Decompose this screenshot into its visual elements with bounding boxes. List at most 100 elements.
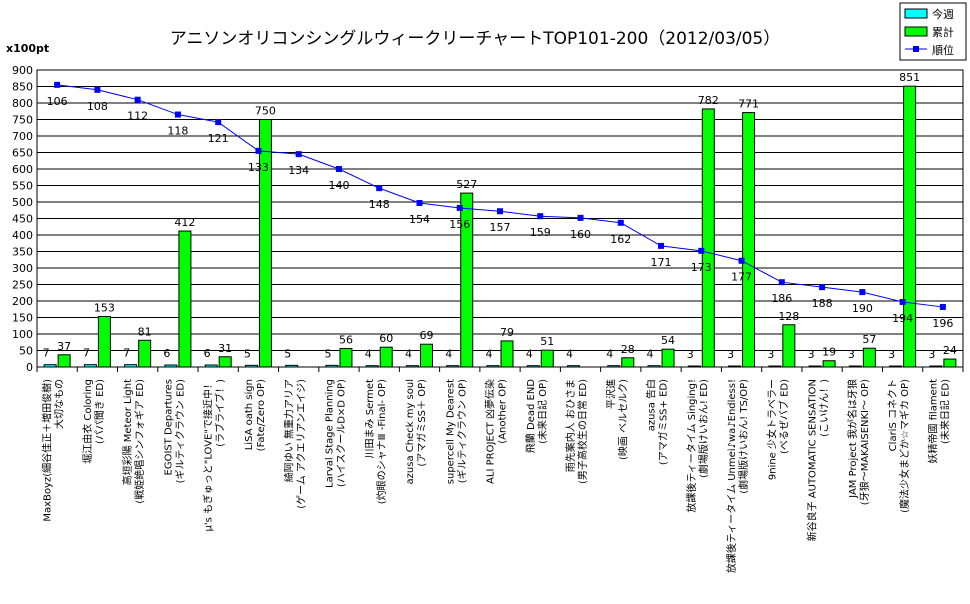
data-label-rank: 188 [812, 297, 833, 310]
legend-label-cumulative: 累計 [932, 25, 954, 39]
x-category-label: LiSA oath sign(Fate/Zero OP) [244, 379, 267, 451]
data-label-this-week: 3 [767, 348, 774, 361]
y-tick-label: 200 [12, 295, 33, 308]
x-category-label: 川田まみ Sermet(灼眼のシャナⅢ -Final- OP) [364, 379, 388, 504]
data-label-cumulative: 81 [138, 325, 152, 338]
y-tick-label: 450 [12, 213, 33, 226]
bar-cumulative [339, 348, 353, 368]
y-tick-label: 350 [12, 246, 33, 259]
data-label-cumulative: 54 [661, 334, 675, 347]
data-label-rank: 157 [490, 221, 511, 234]
y-axis-unit-label: x100pt [6, 42, 49, 55]
x-category-label: 放課後ティータイム Singing!(劇場版けいおん! ED) [685, 379, 710, 513]
legend-swatch-this-week [904, 8, 928, 19]
data-label-rank: 177 [731, 271, 752, 284]
bar-cumulative [903, 85, 917, 368]
bar-cumulative [178, 230, 192, 368]
data-label-cumulative: 79 [500, 326, 514, 339]
data-label-this-week: 4 [445, 348, 452, 361]
plot-area: 0 50 100 150 200 250 300 350 400 450 500 550 600 650 7… [12, 64, 964, 573]
legend-marker-rank [913, 46, 919, 52]
rank-point [859, 289, 866, 296]
data-label-cumulative: 37 [57, 340, 71, 353]
data-label-rank: 190 [852, 302, 873, 315]
data-label-cumulative: 412 [174, 216, 195, 229]
plot-frame [36, 69, 964, 368]
data-label-cumulative: 128 [778, 310, 799, 323]
bar-cumulative [782, 324, 796, 368]
data-label-cumulative: 51 [540, 335, 554, 348]
rank-point [698, 247, 705, 254]
bar-this-week [164, 364, 178, 368]
bar-this-week [647, 365, 661, 368]
x-category-label: JAM Project 我が名は牙狼(牙狼～MAKAISENKI～ OP) [846, 379, 871, 505]
data-label-this-week: 4 [526, 348, 533, 361]
data-label-this-week: 3 [928, 348, 935, 361]
data-label-this-week: 7 [43, 347, 50, 360]
rank-point [215, 119, 222, 126]
y-tick-label: 650 [12, 147, 33, 160]
rank-point [94, 86, 101, 93]
x-category-label: 飛蘭 Dead END(未来日記 OP) [524, 379, 549, 453]
data-label-cumulative: 56 [339, 334, 353, 347]
rank-point [738, 257, 745, 264]
data-label-cumulative: 28 [621, 343, 635, 356]
data-label-cumulative: 771 [738, 98, 759, 111]
legend-swatch-cumulative [904, 26, 928, 37]
x-category-label: μ's もぎゅっと"LOVE"で接近中！(ラブライブ！) [202, 379, 227, 532]
y-tick-label: 250 [12, 279, 33, 292]
chart-title: アニソンオリコンシングルウィークリーチャートTOP101-200（2012/03… [170, 29, 781, 49]
x-category-label: 綺阿ゆい 無重力アリア(ゲーム アクエリアンエイジ) [282, 379, 307, 509]
x-category-label: 9nine 少女トラベラー(べるぜバブ ED) [765, 379, 790, 480]
rank-point [295, 151, 302, 158]
legend: 今週 累計 順位 [899, 2, 967, 61]
data-label-rank: 140 [328, 179, 349, 192]
bar-this-week [687, 365, 701, 368]
data-label-cumulative: 31 [218, 342, 232, 355]
bar-cumulative [460, 192, 474, 368]
data-label-this-week: 4 [486, 348, 493, 361]
data-label-this-week: 3 [727, 348, 734, 361]
y-tick-label: 700 [12, 130, 33, 143]
bar-this-week [808, 365, 822, 368]
x-category-label: 放課後ティータイム Unmei♪wa♪Endless!(劇場版けいおん! TS/… [725, 379, 750, 573]
data-label-rank: 133 [248, 161, 269, 174]
bar-cumulative [419, 343, 433, 368]
data-label-rank: 134 [288, 164, 309, 177]
x-category-label: MaxBoyz(細谷佳正＋増田俊樹)大切なもの [41, 379, 66, 522]
data-label-rank: 156 [449, 218, 470, 231]
x-category-label: 平沢進(映画 ベルセルク) [604, 379, 629, 460]
data-label-rank: 112 [127, 110, 148, 123]
y-tick-label: 600 [12, 163, 33, 176]
data-label-cumulative: 527 [456, 178, 477, 191]
data-label-cumulative: 782 [698, 94, 719, 107]
legend-label-this-week: 今週 [932, 7, 954, 21]
rank-point [658, 242, 665, 249]
data-label-rank: 194 [892, 312, 913, 325]
rank-point [416, 199, 423, 206]
x-category-label: 新谷良子 AUTOMATIC SENSATION(こいけん！) [806, 379, 831, 541]
legend-label-rank: 順位 [932, 43, 954, 57]
bar-this-week [567, 365, 581, 368]
data-label-rank: 118 [167, 125, 188, 138]
y-tick-label: 0 [26, 361, 33, 374]
rank-point [617, 219, 624, 226]
y-tick-label: 750 [12, 114, 33, 127]
data-label-rank: 148 [369, 198, 390, 211]
x-category-label: ClariS コネクト(魔法少女まどか☆マギカ OP) [887, 379, 911, 513]
rank-point [456, 204, 463, 211]
data-label-this-week: 7 [83, 347, 90, 360]
rank-point [134, 96, 141, 103]
bar-this-week [607, 365, 621, 368]
data-label-this-week: 4 [566, 348, 573, 361]
data-label-this-week: 5 [244, 347, 251, 360]
rank-point [255, 147, 262, 154]
data-label-cumulative: 153 [94, 302, 115, 315]
y-tick-label: 50 [19, 345, 33, 358]
x-category-label: supercell My Dearest(ギルティクラウン OP) [445, 379, 468, 484]
bar-cumulative [138, 339, 152, 368]
bar-this-week [285, 364, 299, 368]
y-tick-label: 100 [12, 328, 33, 341]
bar-this-week [244, 364, 258, 368]
rank-point [174, 111, 181, 118]
